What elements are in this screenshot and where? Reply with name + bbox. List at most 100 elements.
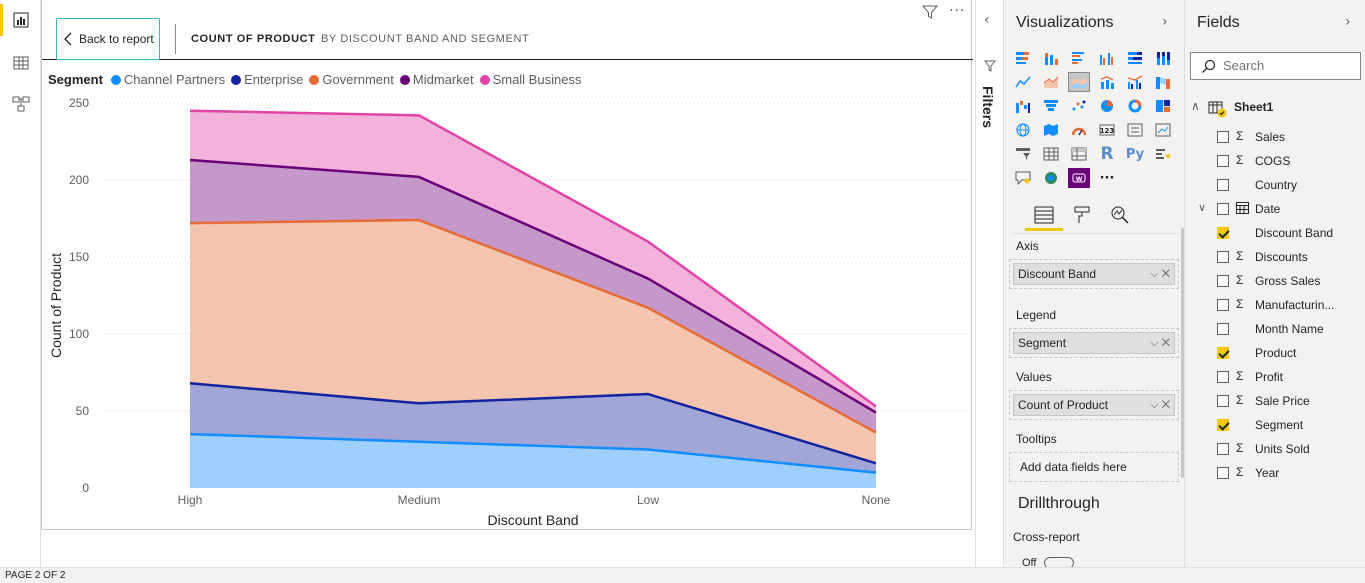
area-fill-series-0[interactable] [190,434,876,488]
field-item[interactable]: Σ Sale Price [1185,390,1365,414]
q-and-a-icon[interactable] [1012,168,1034,188]
field-checkbox[interactable] [1217,347,1229,359]
custom-visual-icon[interactable]: W [1068,168,1090,188]
field-item[interactable]: ∨ Date [1185,198,1365,222]
treemap-icon[interactable] [1152,96,1174,116]
analytics-tab[interactable] [1106,202,1134,228]
field-checkbox[interactable] [1217,179,1229,191]
fields-search-box[interactable] [1190,52,1361,80]
funnel-chart-icon[interactable] [1040,96,1062,116]
visualizations-scrollbar[interactable] [1181,228,1184,478]
clustered-column-chart-icon[interactable] [1096,48,1118,68]
filters-pane-collapsed[interactable]: ‹ Filters [975,0,1003,567]
field-item[interactable]: Month Name [1185,318,1365,342]
values-well[interactable]: Count of Product ⌵ ✕ [1009,390,1179,420]
chevron-down-icon[interactable]: ∨ [1198,201,1207,214]
remove-field-icon[interactable]: ✕ [1161,399,1170,411]
scatter-chart-icon[interactable] [1068,96,1090,116]
legend-well[interactable]: Segment ⌵ ✕ [1009,328,1179,358]
chevron-up-icon[interactable]: ∧ [1191,99,1200,113]
field-checkbox[interactable] [1217,419,1229,431]
kpi-icon[interactable] [1152,120,1174,140]
fields-search-input[interactable] [1223,58,1353,73]
chevron-down-icon[interactable]: ⌵ [1150,337,1159,349]
area-fill-series-2[interactable] [190,220,876,464]
field-checkbox[interactable] [1217,371,1229,383]
field-checkbox[interactable] [1217,467,1229,479]
field-checkbox[interactable] [1217,251,1229,263]
legend-item[interactable]: Channel Partners [110,72,225,87]
legend-item[interactable]: Midmarket [399,72,474,87]
field-item[interactable]: Product [1185,342,1365,366]
field-checkbox[interactable] [1217,155,1229,167]
tooltips-well[interactable]: Add data fields here [1009,452,1179,482]
remove-field-icon[interactable]: ✕ [1161,268,1170,280]
field-item[interactable]: Σ Units Sold [1185,438,1365,462]
chevron-down-icon[interactable]: ⌵ [1150,268,1159,280]
legend-item[interactable]: Small Business [479,72,581,87]
100-percent-column-chart-icon[interactable] [1152,48,1174,68]
line-chart-icon[interactable] [1012,72,1034,92]
donut-chart-icon[interactable] [1124,96,1146,116]
field-item[interactable]: Σ Profit [1185,366,1365,390]
field-item[interactable]: Σ COGS [1185,150,1365,174]
format-tab[interactable] [1068,202,1096,228]
field-checkbox[interactable] [1217,203,1229,215]
line-and-stacked-column-chart-icon[interactable] [1096,72,1118,92]
ribbon-chart-icon[interactable] [1152,72,1174,92]
remove-field-icon[interactable]: ✕ [1161,337,1170,349]
line-and-clustered-column-chart-icon[interactable] [1124,72,1146,92]
series-line-0[interactable] [189,432,877,474]
field-item[interactable]: Country [1185,174,1365,198]
field-item[interactable]: Σ Gross Sales [1185,270,1365,294]
arcgis-map-icon[interactable] [1040,168,1062,188]
series-line-2[interactable] [189,218,877,434]
stacked-column-chart-icon[interactable] [1040,48,1062,68]
series-line-4[interactable] [189,109,877,408]
model-view-button[interactable] [0,86,41,122]
more-visuals-icon[interactable]: ··· [1099,170,1115,186]
field-item[interactable]: Σ Year [1185,462,1365,486]
filled-map-icon[interactable] [1040,120,1062,140]
stacked-area-chart-icon[interactable] [1068,72,1090,92]
chevron-right-icon[interactable]: › [1162,14,1168,30]
visual-filter-button[interactable] [921,4,939,24]
legend-field-pill[interactable]: Segment ⌵ ✕ [1013,332,1175,354]
data-view-button[interactable] [0,45,41,81]
matrix-icon[interactable] [1068,144,1090,164]
field-item[interactable]: Σ Discounts [1185,246,1365,270]
axis-field-pill[interactable]: Discount Band ⌵ ✕ [1013,263,1175,285]
area-fill-series-1[interactable] [190,383,876,473]
legend-item[interactable]: Enterprise [231,72,303,87]
map-icon[interactable] [1012,120,1034,140]
values-field-pill[interactable]: Count of Product ⌵ ✕ [1013,394,1175,416]
pie-chart-icon[interactable] [1096,96,1118,116]
field-checkbox[interactable] [1217,131,1229,143]
field-checkbox[interactable] [1217,275,1229,287]
slicer-icon[interactable] [1012,144,1034,164]
table-node-sheet1[interactable]: ∧ Sheet1 [1191,98,1361,120]
more-options-icon[interactable]: ··· [949,3,966,19]
stacked-bar-chart-icon[interactable] [1012,48,1034,68]
field-item[interactable]: Σ Sales [1185,126,1365,150]
back-to-report-button[interactable]: Back to report [56,18,160,60]
fields-tab[interactable] [1025,202,1063,231]
waterfall-chart-icon[interactable] [1012,96,1034,116]
area-fill-series-4[interactable] [190,110,876,413]
python-visual-icon[interactable]: Py [1125,146,1145,162]
field-checkbox[interactable] [1217,227,1229,239]
chevron-right-icon[interactable]: › [1345,14,1351,30]
report-view-button[interactable] [0,2,41,38]
field-item[interactable]: Σ Manufacturin... [1185,294,1365,318]
field-item[interactable]: Segment [1185,414,1365,438]
axis-well[interactable]: Discount Band ⌵ ✕ [1009,259,1179,289]
cross-report-toggle[interactable] [1044,557,1074,567]
field-checkbox[interactable] [1217,323,1229,335]
area-chart[interactable]: 0 50 100 150 200 250 High Medium Low None Discount… [42,90,973,530]
key-influencers-icon[interactable] [1152,144,1174,164]
100-percent-bar-chart-icon[interactable] [1124,48,1146,68]
chevron-left-icon[interactable]: ‹ [984,12,990,28]
table-icon[interactable] [1040,144,1062,164]
r-visual-icon[interactable]: R [1100,144,1114,164]
multi-row-card-icon[interactable] [1124,120,1146,140]
